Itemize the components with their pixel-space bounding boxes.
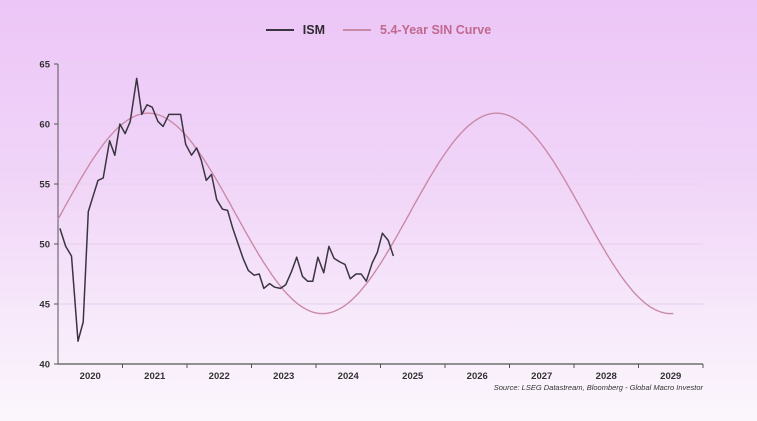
legend-item-sin-curve: 5.4-Year SIN Curve <box>343 23 491 37</box>
legend-label-ism: ISM <box>302 23 326 37</box>
x-tick-label: 2027 <box>531 371 552 382</box>
legend-label-sin-curve: 5.4-Year SIN Curve <box>380 23 492 37</box>
axes <box>54 63 704 368</box>
y-tick-label: 45 <box>39 300 50 311</box>
gridlines <box>58 63 703 305</box>
y-tick-label: 55 <box>39 180 50 191</box>
x-tick-label: 2028 <box>596 371 617 382</box>
ism-line-swatch-icon <box>265 29 294 31</box>
x-tick-label: 2025 <box>402 371 424 382</box>
y-tick-label: 60 <box>39 120 50 131</box>
x-tick-label: 2026 <box>467 371 488 382</box>
sin-line-swatch-icon <box>343 29 372 31</box>
ism-line <box>59 77 395 342</box>
x-tick-label: 2023 <box>273 371 294 382</box>
y-tick-label: 40 <box>39 360 50 371</box>
y-tick-label: 65 <box>39 60 50 71</box>
x-tick-label: 2024 <box>338 371 360 382</box>
y-axis-labels: 40 45 50 55 60 65 <box>39 60 50 371</box>
y-tick-label: 50 <box>39 240 50 251</box>
x-tick-label: 2021 <box>144 371 166 382</box>
source-note: Source: LSEG Datastream, Bloomberg - Glo… <box>493 383 703 392</box>
x-axis-labels: 2020 2021 2022 2023 2024 2025 2026 2027 2028 2029 <box>80 371 682 382</box>
chart-legend: ISM 5.4-Year SIN Curve <box>0 20 757 40</box>
x-tick-label: 2029 <box>660 371 681 382</box>
x-tick-label: 2022 <box>209 371 230 382</box>
x-tick-label: 2020 <box>80 371 101 382</box>
sin-curve-line <box>57 112 674 315</box>
legend-item-ism: ISM <box>265 23 326 37</box>
